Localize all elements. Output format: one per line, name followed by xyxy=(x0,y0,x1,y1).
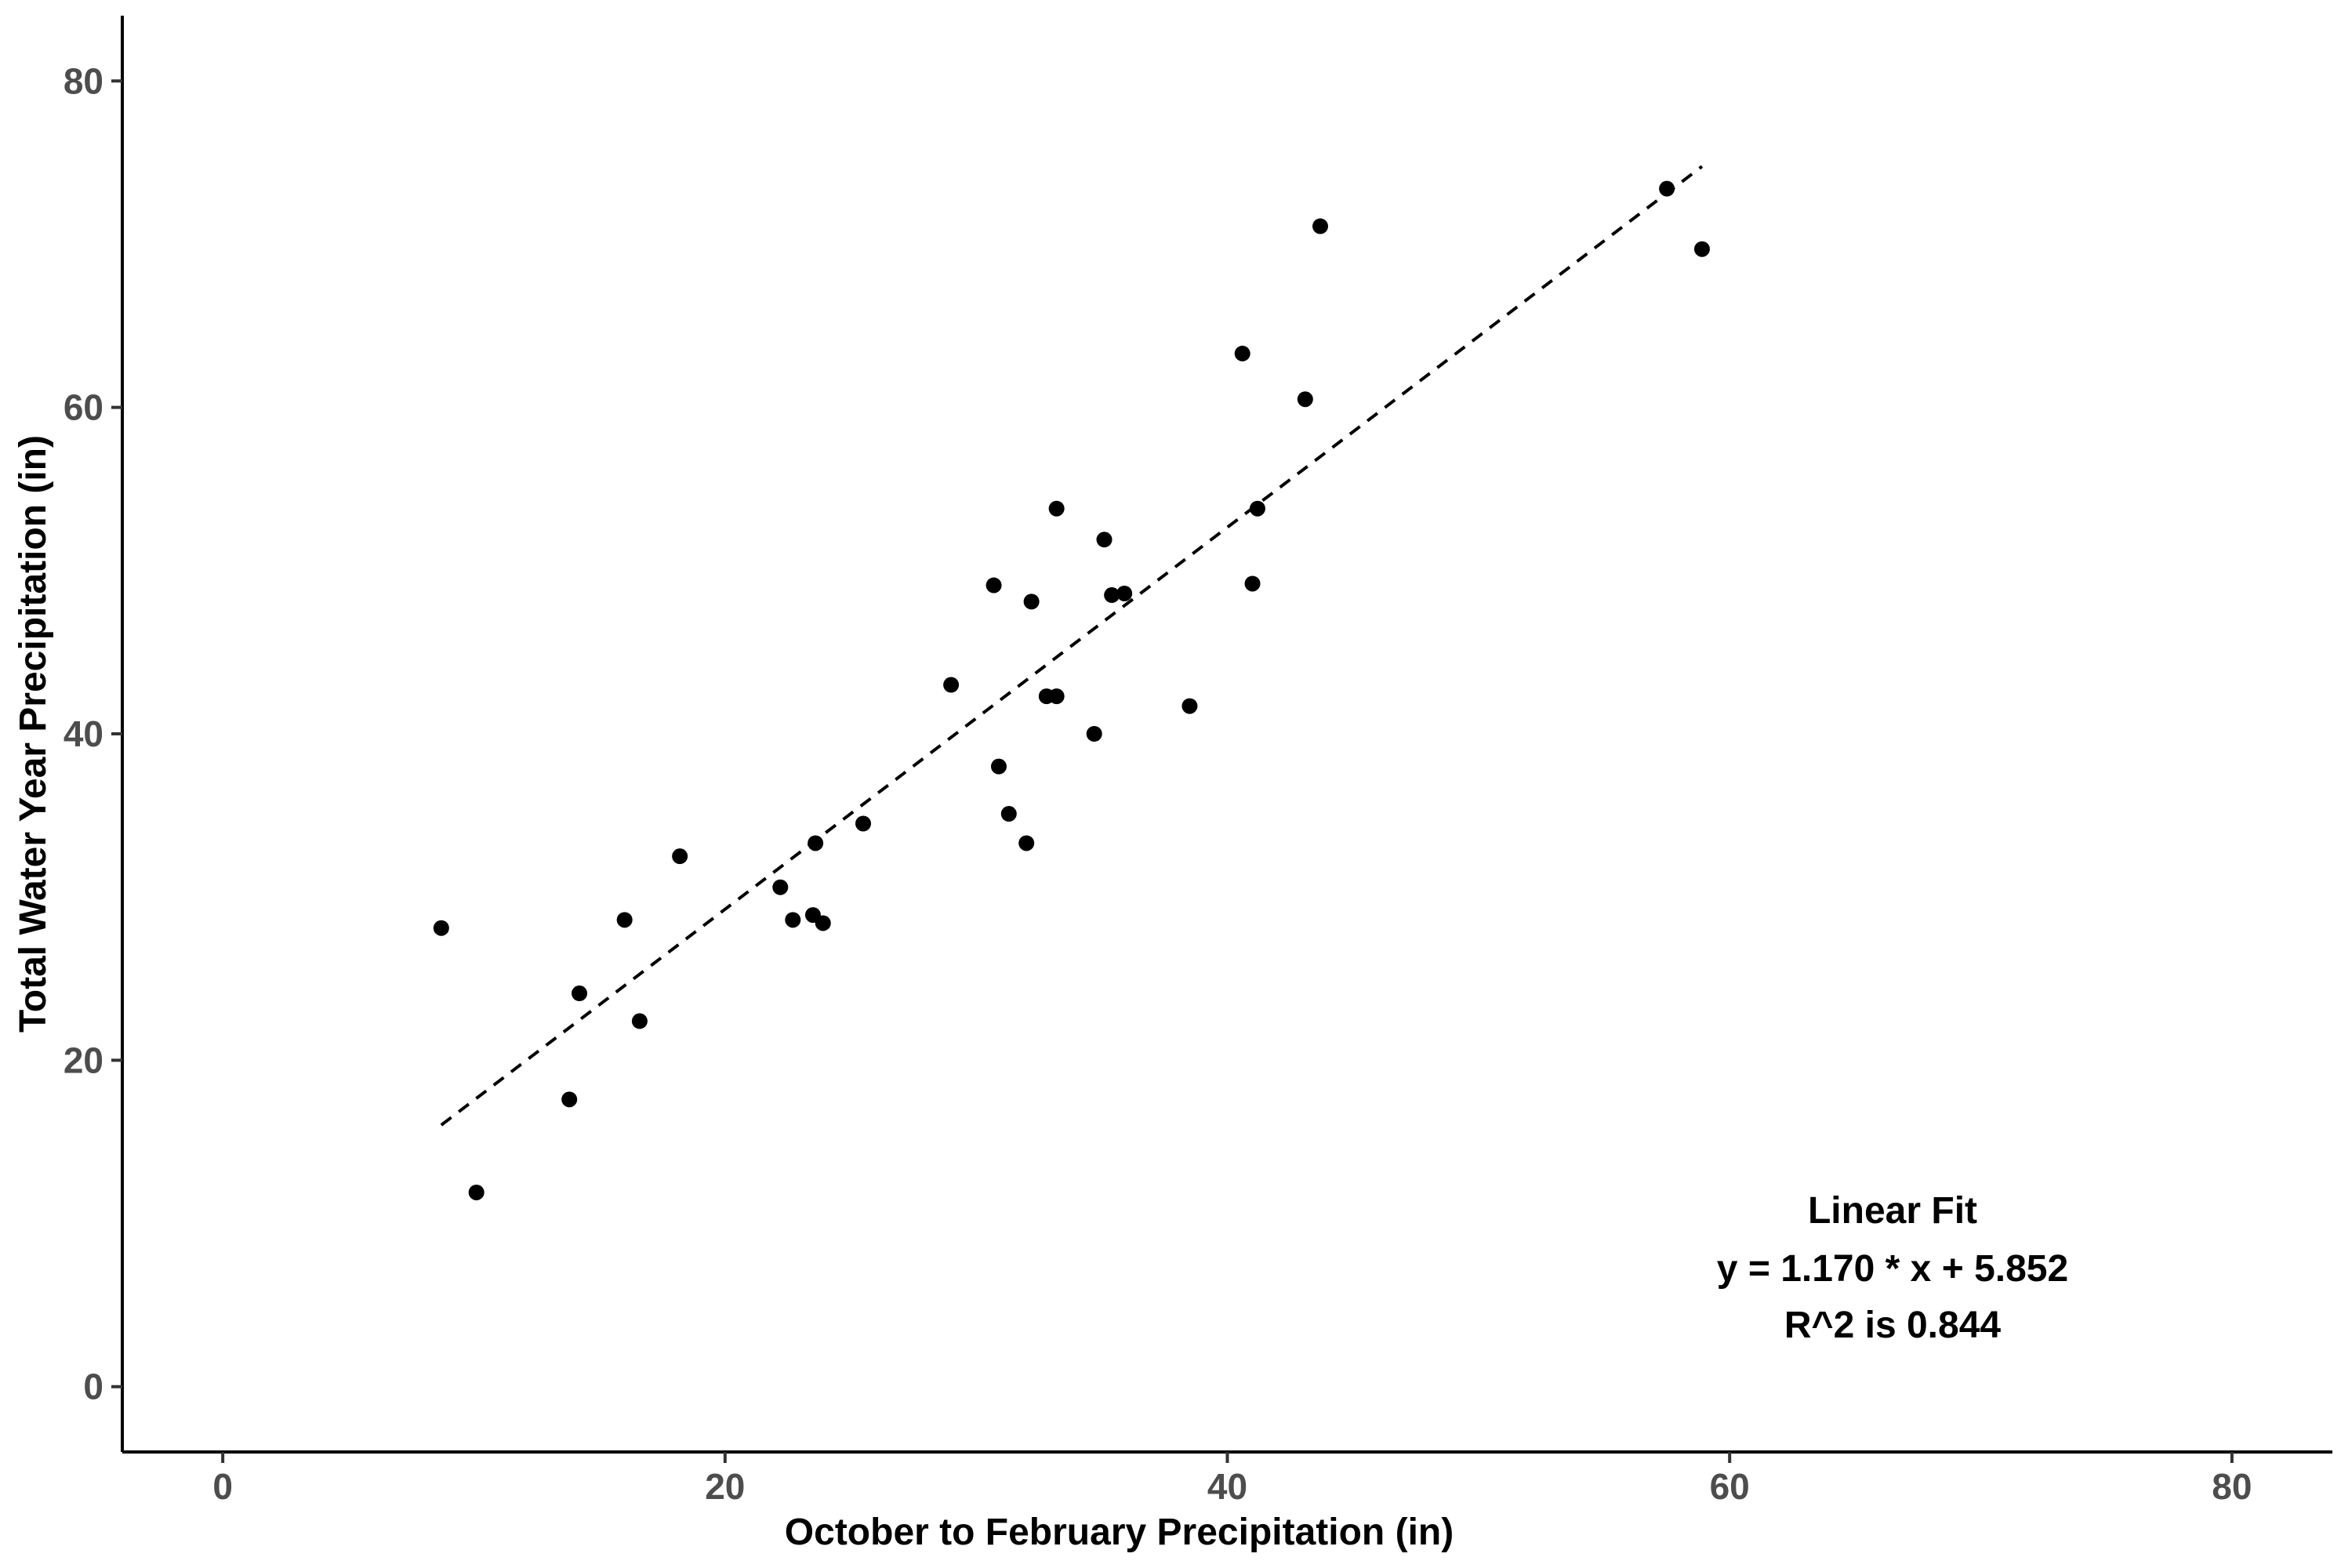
data-point xyxy=(1693,241,1710,257)
x-tick-label: 60 xyxy=(1710,1466,1750,1507)
data-point xyxy=(1181,698,1198,714)
x-axis-ticks: 0 20 40 60 80 xyxy=(212,1452,2252,1507)
data-point xyxy=(1312,218,1329,234)
data-point xyxy=(1104,587,1120,604)
data-point xyxy=(1023,593,1040,610)
x-tick-label: 80 xyxy=(2212,1466,2252,1507)
data-point xyxy=(808,835,824,851)
linear-fit-line xyxy=(440,165,1704,1127)
y-tick-label: 0 xyxy=(83,1367,103,1407)
data-point xyxy=(433,920,449,936)
y-axis-ticks: 0 20 40 60 80 xyxy=(64,60,122,1407)
data-point xyxy=(855,815,872,832)
data-point xyxy=(1000,806,1017,822)
y-tick-label: 80 xyxy=(64,60,103,101)
y-tick-label: 40 xyxy=(64,713,103,754)
data-point xyxy=(616,912,633,928)
data-point xyxy=(1048,500,1065,517)
plot-area xyxy=(433,165,1710,1200)
data-point xyxy=(1244,575,1261,592)
data-point xyxy=(631,1013,648,1029)
data-point xyxy=(1659,180,1675,197)
y-axis-title: Total Water Year Precipitation (in) xyxy=(13,435,54,1033)
data-point xyxy=(572,985,588,1002)
data-point xyxy=(672,848,688,865)
data-point xyxy=(1249,500,1265,517)
data-point xyxy=(1048,688,1065,705)
data-point xyxy=(1086,726,1102,742)
annotation-line-2: y = 1.170 * x + 5.852 xyxy=(1717,1248,2068,1290)
data-point xyxy=(985,577,1002,593)
fit-annotation: Linear Fit y = 1.170 * x + 5.852 R^2 is … xyxy=(1717,1190,2068,1346)
annotation-line-3: R^2 is 0.844 xyxy=(1784,1305,2002,1346)
x-tick-label: 40 xyxy=(1207,1466,1247,1507)
annotation-line-1: Linear Fit xyxy=(1808,1190,1977,1232)
x-tick-label: 20 xyxy=(705,1466,745,1507)
data-point xyxy=(1297,391,1313,408)
data-point xyxy=(561,1091,578,1108)
y-tick-label: 20 xyxy=(64,1040,103,1080)
data-point xyxy=(943,677,960,693)
data-point xyxy=(1018,835,1035,851)
data-point xyxy=(772,879,789,895)
data-point xyxy=(1116,585,1133,601)
x-tick-label: 0 xyxy=(212,1466,233,1507)
data-point xyxy=(785,912,801,928)
data-point xyxy=(468,1184,485,1200)
data-point xyxy=(815,915,831,931)
data-point xyxy=(1234,345,1250,361)
y-tick-label: 60 xyxy=(64,387,103,428)
data-point xyxy=(990,758,1007,775)
data-point xyxy=(1096,532,1112,548)
x-axis-title: October to February Precipitation (in) xyxy=(785,1512,1454,1553)
